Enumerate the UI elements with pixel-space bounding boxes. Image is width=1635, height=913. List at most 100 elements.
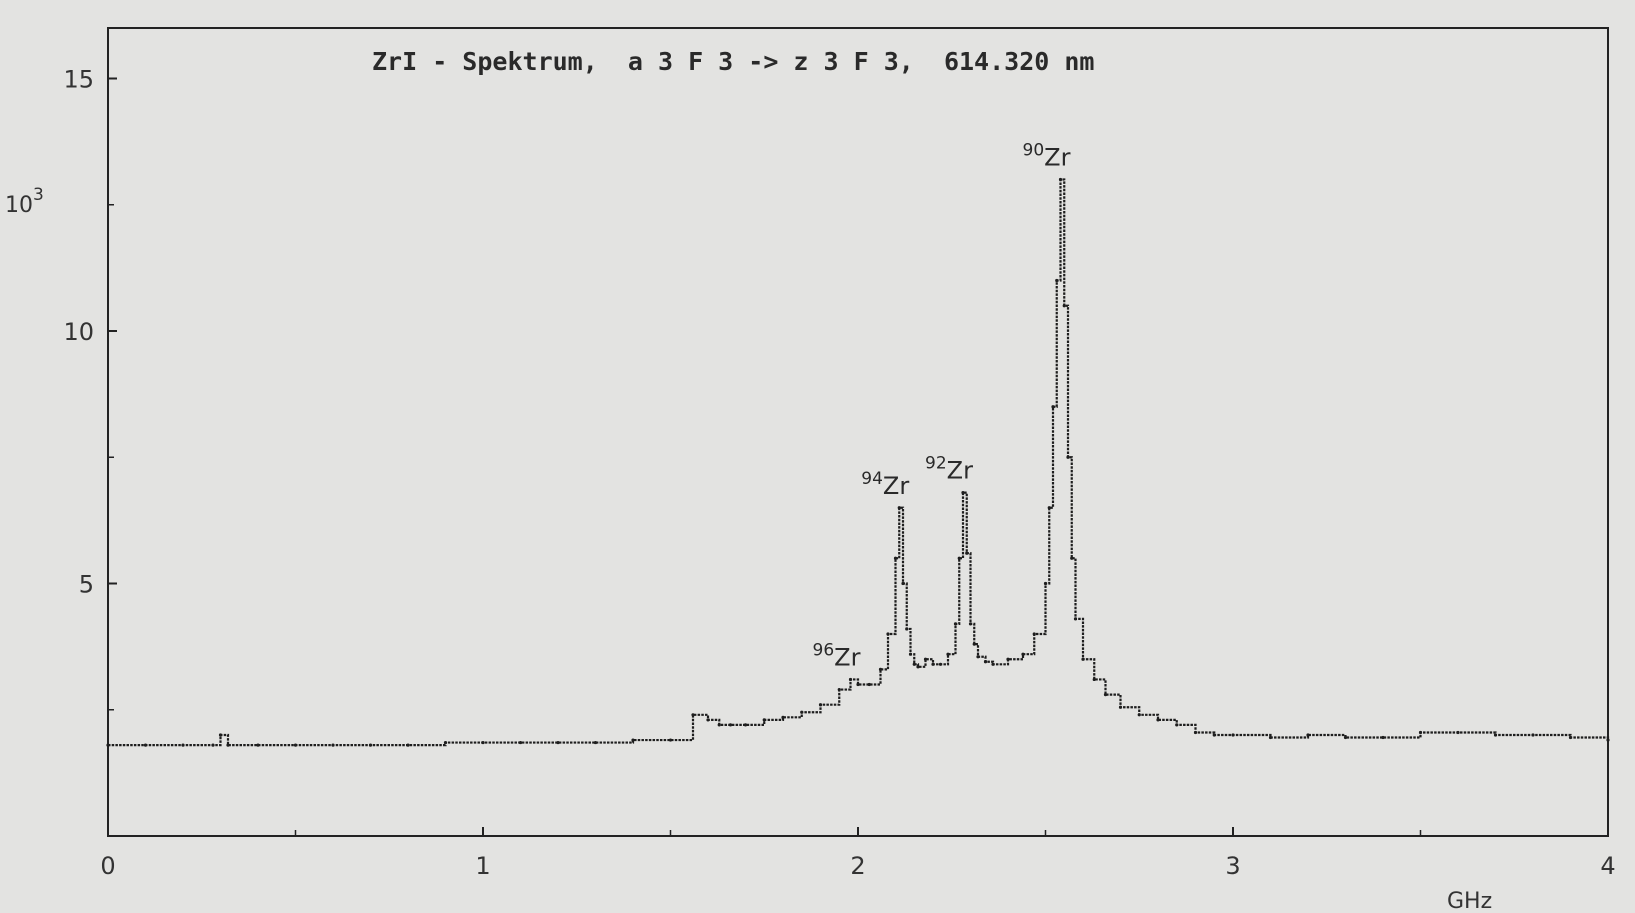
data-point: [901, 581, 905, 586]
data-point: [143, 743, 148, 747]
data-point: [1231, 733, 1235, 737]
data-point: [706, 718, 710, 722]
data-point: [1343, 735, 1348, 740]
peak-mass-number: 94: [861, 469, 883, 489]
data-point: [938, 662, 943, 666]
x-axis-ticks: 0 1 2 3 4: [100, 827, 1616, 880]
data-point: [931, 662, 935, 666]
data-point: [818, 703, 823, 707]
y-tick-label: 10: [63, 318, 94, 346]
data-point: [886, 632, 890, 636]
peak-element: Zr: [1044, 144, 1070, 172]
data-point: [916, 665, 920, 669]
data-point: [800, 710, 804, 714]
data-point: [593, 740, 598, 745]
data-point: [781, 715, 785, 719]
data-point: [717, 723, 721, 727]
data-point: [331, 743, 335, 747]
data-point: [1137, 713, 1141, 717]
data-point: [1092, 677, 1096, 682]
peak-mass-number: 90: [1023, 141, 1045, 161]
data-point: [668, 738, 673, 742]
data-point: [256, 743, 260, 747]
data-point: [406, 743, 410, 747]
peak-label: 92Zr: [925, 454, 973, 485]
data-point: [905, 627, 909, 631]
y-tick-label: 5: [79, 571, 94, 599]
data-point: [1118, 705, 1123, 709]
x-tick-label: 3: [1225, 852, 1240, 880]
data-point: [1531, 733, 1535, 737]
peak-label: 94Zr: [861, 469, 909, 500]
data-point: [443, 740, 448, 745]
data-point: [556, 740, 560, 745]
data-point: [1006, 657, 1010, 661]
data-point: [968, 622, 973, 626]
data-point: [946, 652, 950, 656]
data-point: [878, 667, 883, 671]
data-point: [1103, 693, 1108, 697]
data-point: [965, 551, 969, 555]
peak-mass-number: 96: [813, 640, 835, 660]
data-point: [1081, 657, 1085, 661]
data-point: [961, 491, 965, 495]
data-point: [1568, 735, 1573, 740]
data-point: [908, 652, 913, 656]
chart-title: ZrI - Spektrum, a 3 F 3 -> z 3 F 3, 614.…: [372, 47, 1094, 76]
data-point: [211, 743, 215, 747]
data-point: [1043, 581, 1048, 586]
data-point: [1493, 733, 1498, 737]
x-tick-label: 4: [1600, 852, 1615, 880]
data-point: [368, 743, 373, 747]
data-point: [1606, 738, 1610, 742]
data-point: [867, 682, 871, 687]
y-tick-label: 15: [63, 66, 94, 94]
data-point: [1175, 723, 1179, 727]
data-point: [972, 642, 976, 646]
data-point: [293, 743, 298, 747]
data-point: [897, 506, 901, 510]
data-point: [912, 662, 916, 666]
data-point: [1456, 730, 1460, 735]
x-axis-label: GHz: [1447, 889, 1492, 913]
peak-label: 90Zr: [1023, 141, 1071, 172]
data-point: [1381, 735, 1385, 740]
x-tick-label: 2: [850, 852, 865, 880]
data-point: [1051, 405, 1055, 409]
peak-label: 96Zr: [813, 640, 861, 671]
data-point: [856, 682, 860, 687]
data-point: [1055, 278, 1059, 283]
data-point: [976, 655, 980, 659]
data-point: [691, 713, 695, 717]
data-point: [1418, 730, 1423, 735]
y-multiplier-exponent: 3: [33, 185, 44, 205]
data-point: [893, 556, 898, 560]
data-point: [957, 556, 961, 560]
data-point: [762, 718, 766, 722]
data-point: [1066, 455, 1070, 459]
data-point: [226, 743, 230, 747]
y-multiplier-label: 103: [5, 185, 44, 218]
data-point: [181, 743, 185, 747]
data-point: [1062, 304, 1066, 308]
peak-element: Zr: [883, 472, 909, 500]
data-point: [1212, 733, 1216, 737]
peak-element: Zr: [834, 643, 860, 671]
data-point: [218, 733, 223, 737]
spectrum-series: [106, 177, 1610, 747]
data-point: [991, 662, 995, 666]
data-point: [1073, 617, 1078, 621]
data-point: [1070, 556, 1074, 560]
data-point: [518, 740, 523, 745]
x-tick-label: 0: [100, 852, 115, 880]
data-point: [1156, 718, 1160, 722]
data-point: [1268, 735, 1273, 740]
peak-mass-number: 92: [925, 454, 947, 474]
data-point: [1021, 652, 1025, 656]
peak-element: Zr: [947, 457, 973, 485]
data-point: [1306, 733, 1310, 737]
x-tick-label: 1: [475, 852, 490, 880]
data-point: [848, 677, 853, 682]
data-point: [1058, 177, 1063, 182]
data-point: [743, 723, 748, 727]
